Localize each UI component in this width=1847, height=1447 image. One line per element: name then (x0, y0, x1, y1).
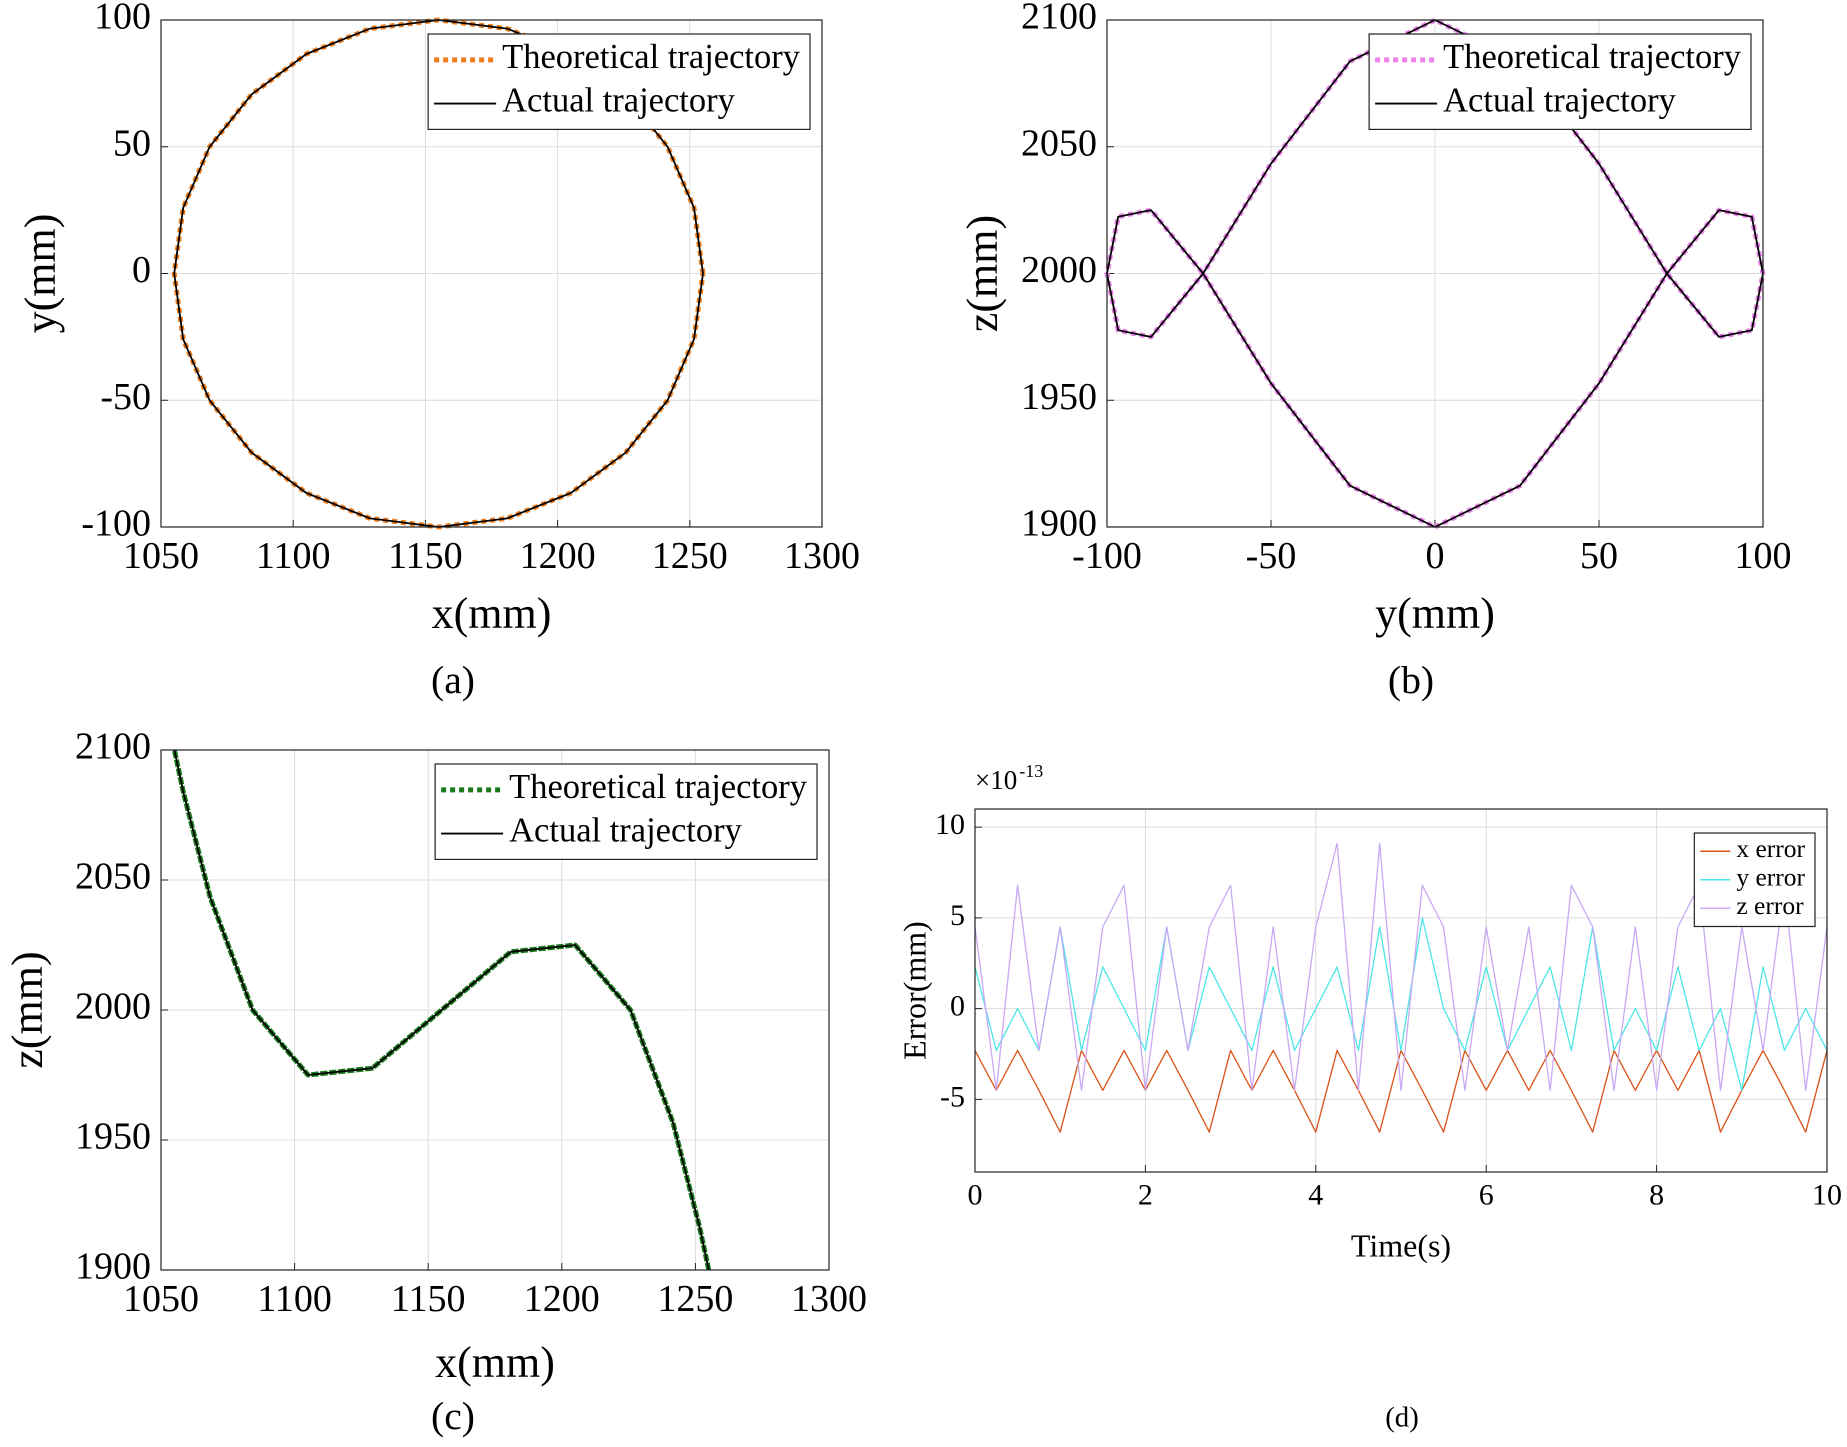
x-tick-label: 1300 (784, 535, 860, 577)
x-tick-label: -50 (1246, 535, 1297, 577)
panel-caption: (d) (1385, 1402, 1419, 1434)
y-axis-label: Error(mm) (896, 921, 932, 1060)
x-tick-label: -100 (1072, 535, 1142, 577)
x-tick-label: 1050 (123, 1278, 199, 1320)
y-tick-label: 1950 (75, 1116, 151, 1158)
x-tick-label: 1100 (257, 1278, 332, 1320)
legend-label: Theoretical trajectory (509, 768, 808, 806)
legend-label: Theoretical trajectory (1443, 38, 1742, 76)
panel-caption: (c) (431, 1394, 475, 1438)
axis-multiplier: ×10 (975, 765, 1017, 795)
y-tick-label: 2100 (75, 726, 151, 768)
legend-box (427, 33, 811, 131)
x-tick-label: 1150 (391, 1278, 466, 1320)
x-tick-label: 50 (1580, 535, 1618, 577)
y-tick-label: -50 (100, 376, 151, 418)
legend-label: x error (1736, 834, 1805, 863)
legend-label: Actual trajectory (502, 81, 736, 119)
y-tick-label: -5 (940, 1080, 965, 1113)
x-tick-label: 100 (1735, 535, 1792, 577)
y-tick-label: 0 (950, 990, 965, 1023)
x-tick-label: 1150 (388, 535, 463, 577)
x-axis-label: x(mm) (432, 589, 552, 638)
x-tick-label: 1200 (520, 535, 596, 577)
y-tick-label: 0 (132, 249, 151, 291)
x-tick-label: 0 (1426, 535, 1445, 577)
chart-panel: 0 2 4 6 8 10 -5 0 5 10 Time(s) Error(mm) (d) ×10 -13 x … (896, 761, 1842, 1433)
legend-box (434, 763, 818, 861)
chart-panel: -100 -50 0 50 100 1900 1950 2000 2050 2100 y(mm) z(… (958, 0, 1791, 702)
x-axis-label: x(mm) (435, 1338, 555, 1387)
y-tick-label: 10 (935, 808, 965, 841)
y-tick-label: 1900 (75, 1246, 151, 1288)
y-tick-label: 2050 (1021, 122, 1097, 164)
panel-caption: (a) (431, 658, 475, 702)
x-tick-label: 0 (968, 1178, 983, 1211)
x-tick-label: 1200 (524, 1278, 600, 1320)
x-tick-label: 1050 (123, 535, 199, 577)
y-tick-label: 1950 (1021, 376, 1097, 418)
axes-box (1106, 19, 1764, 528)
plot-area (975, 809, 1827, 1172)
x-tick-label: 8 (1649, 1178, 1664, 1211)
y-tick-label: 2100 (1021, 0, 1097, 38)
legend: Theoretical trajectory Actual trajectory (434, 763, 818, 861)
x-tick-label: 1250 (652, 535, 728, 577)
chart-panel: 1050 1100 1150 1200 1250 1300 1900 1950 2000 2050… (3, 726, 867, 1438)
legend-label: Theoretical trajectory (502, 38, 801, 76)
axes-box (160, 749, 830, 1271)
legend-label: z error (1736, 891, 1804, 920)
chart-panel: 1050 1100 1150 1200 1250 1300 -100 -50 0 50 100 x(m… (16, 0, 860, 702)
legend-label: y error (1736, 863, 1805, 892)
y-tick-label: 1900 (1021, 503, 1097, 545)
y-tick-label: 50 (113, 122, 151, 164)
panel-caption: (b) (1388, 658, 1434, 702)
x-axis-label: Time(s) (1351, 1227, 1451, 1263)
x-axis-label: y(mm) (1375, 589, 1495, 638)
y-tick-label: 2000 (1021, 249, 1097, 291)
data-line (974, 842, 1828, 1091)
y-tick-label: -100 (81, 503, 151, 545)
data-line (974, 917, 1828, 1091)
legend: Theoretical trajectory Actual trajectory (1368, 33, 1752, 131)
x-tick-label: 10 (1812, 1178, 1842, 1211)
legend-label: Actual trajectory (509, 811, 743, 849)
axes-box (974, 808, 1828, 1173)
x-tick-label: 1250 (657, 1278, 733, 1320)
x-tick-label: 2 (1138, 1178, 1153, 1211)
legend-box (1368, 33, 1752, 131)
y-tick-label: 2050 (75, 856, 151, 898)
x-tick-label: 1100 (256, 535, 331, 577)
x-tick-label: 4 (1308, 1178, 1323, 1211)
y-axis-label: y(mm) (16, 214, 65, 334)
y-axis-label: z(mm) (958, 215, 1007, 332)
legend: Theoretical trajectory Actual trajectory (427, 33, 811, 131)
y-tick-label: 5 (950, 899, 965, 932)
y-tick-label: 2000 (75, 986, 151, 1028)
axis-exponent: -13 (1019, 761, 1043, 781)
x-tick-label: 6 (1479, 1178, 1494, 1211)
y-axis-label: z(mm) (3, 951, 52, 1068)
x-tick-label: 1300 (791, 1278, 867, 1320)
legend-label: Actual trajectory (1443, 81, 1677, 119)
axes-box (160, 19, 823, 528)
y-tick-label: 100 (94, 0, 151, 38)
